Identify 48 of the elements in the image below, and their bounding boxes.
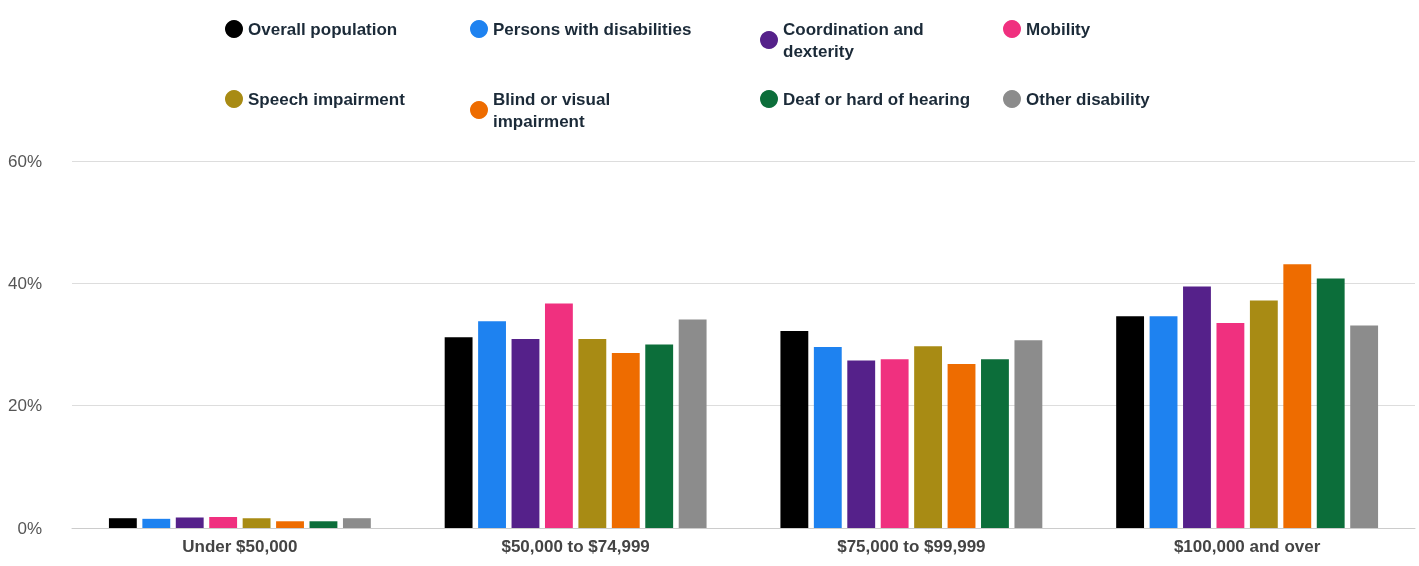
bar: [645, 344, 674, 528]
y-tick-label: 20%: [7, 396, 42, 416]
legend-label: Mobility: [1026, 19, 1091, 39]
bar: [478, 321, 506, 528]
x-tick-label: $50,000 to $74,999: [501, 537, 650, 556]
legend-label: Coordination and dexterity: [783, 19, 929, 61]
y-tick-label: 0%: [17, 518, 42, 538]
legend-label: Speech impairment: [248, 89, 406, 109]
legend-label: Other disability: [1026, 89, 1151, 109]
legend-label: Persons with disabilities: [493, 19, 692, 39]
bar: [1316, 278, 1345, 528]
bar: [947, 364, 976, 528]
bar: [1116, 316, 1145, 528]
legend-label: Deaf or hard of hearing: [783, 89, 971, 109]
bar: [1249, 300, 1278, 528]
bar: [1283, 264, 1312, 528]
bar: [1216, 323, 1245, 528]
bar: [175, 517, 204, 528]
bar: [242, 518, 271, 528]
y-tick-label: 40%: [7, 273, 42, 293]
bar: [108, 518, 137, 528]
bar: [611, 353, 640, 528]
bar: [847, 360, 876, 528]
bar: [309, 521, 338, 528]
legend-label: Overall population: [248, 19, 398, 39]
bar: [880, 359, 909, 528]
bar: [209, 516, 238, 528]
bar: [444, 337, 473, 528]
bar: [342, 518, 371, 528]
bar: [813, 346, 842, 528]
bar: [578, 339, 607, 528]
x-tick-label: $75,000 to $99,999: [837, 537, 986, 556]
bar: [981, 359, 1009, 528]
bar: [1183, 286, 1211, 528]
bar: [142, 518, 171, 528]
y-tick-label: 60%: [7, 151, 42, 171]
legend-label: Blind or visual impairment: [493, 89, 615, 131]
bar: [544, 303, 573, 528]
bar: [1350, 325, 1379, 528]
bar: [780, 331, 809, 528]
bar: [511, 339, 540, 528]
x-tick-label: $100,000 and over: [1173, 537, 1321, 556]
bar: [1014, 340, 1043, 528]
bar: [914, 346, 943, 528]
x-tick-label: Under $50,000: [182, 537, 298, 556]
bar: [276, 521, 304, 528]
bar: [1149, 316, 1178, 528]
bar: [678, 319, 707, 528]
